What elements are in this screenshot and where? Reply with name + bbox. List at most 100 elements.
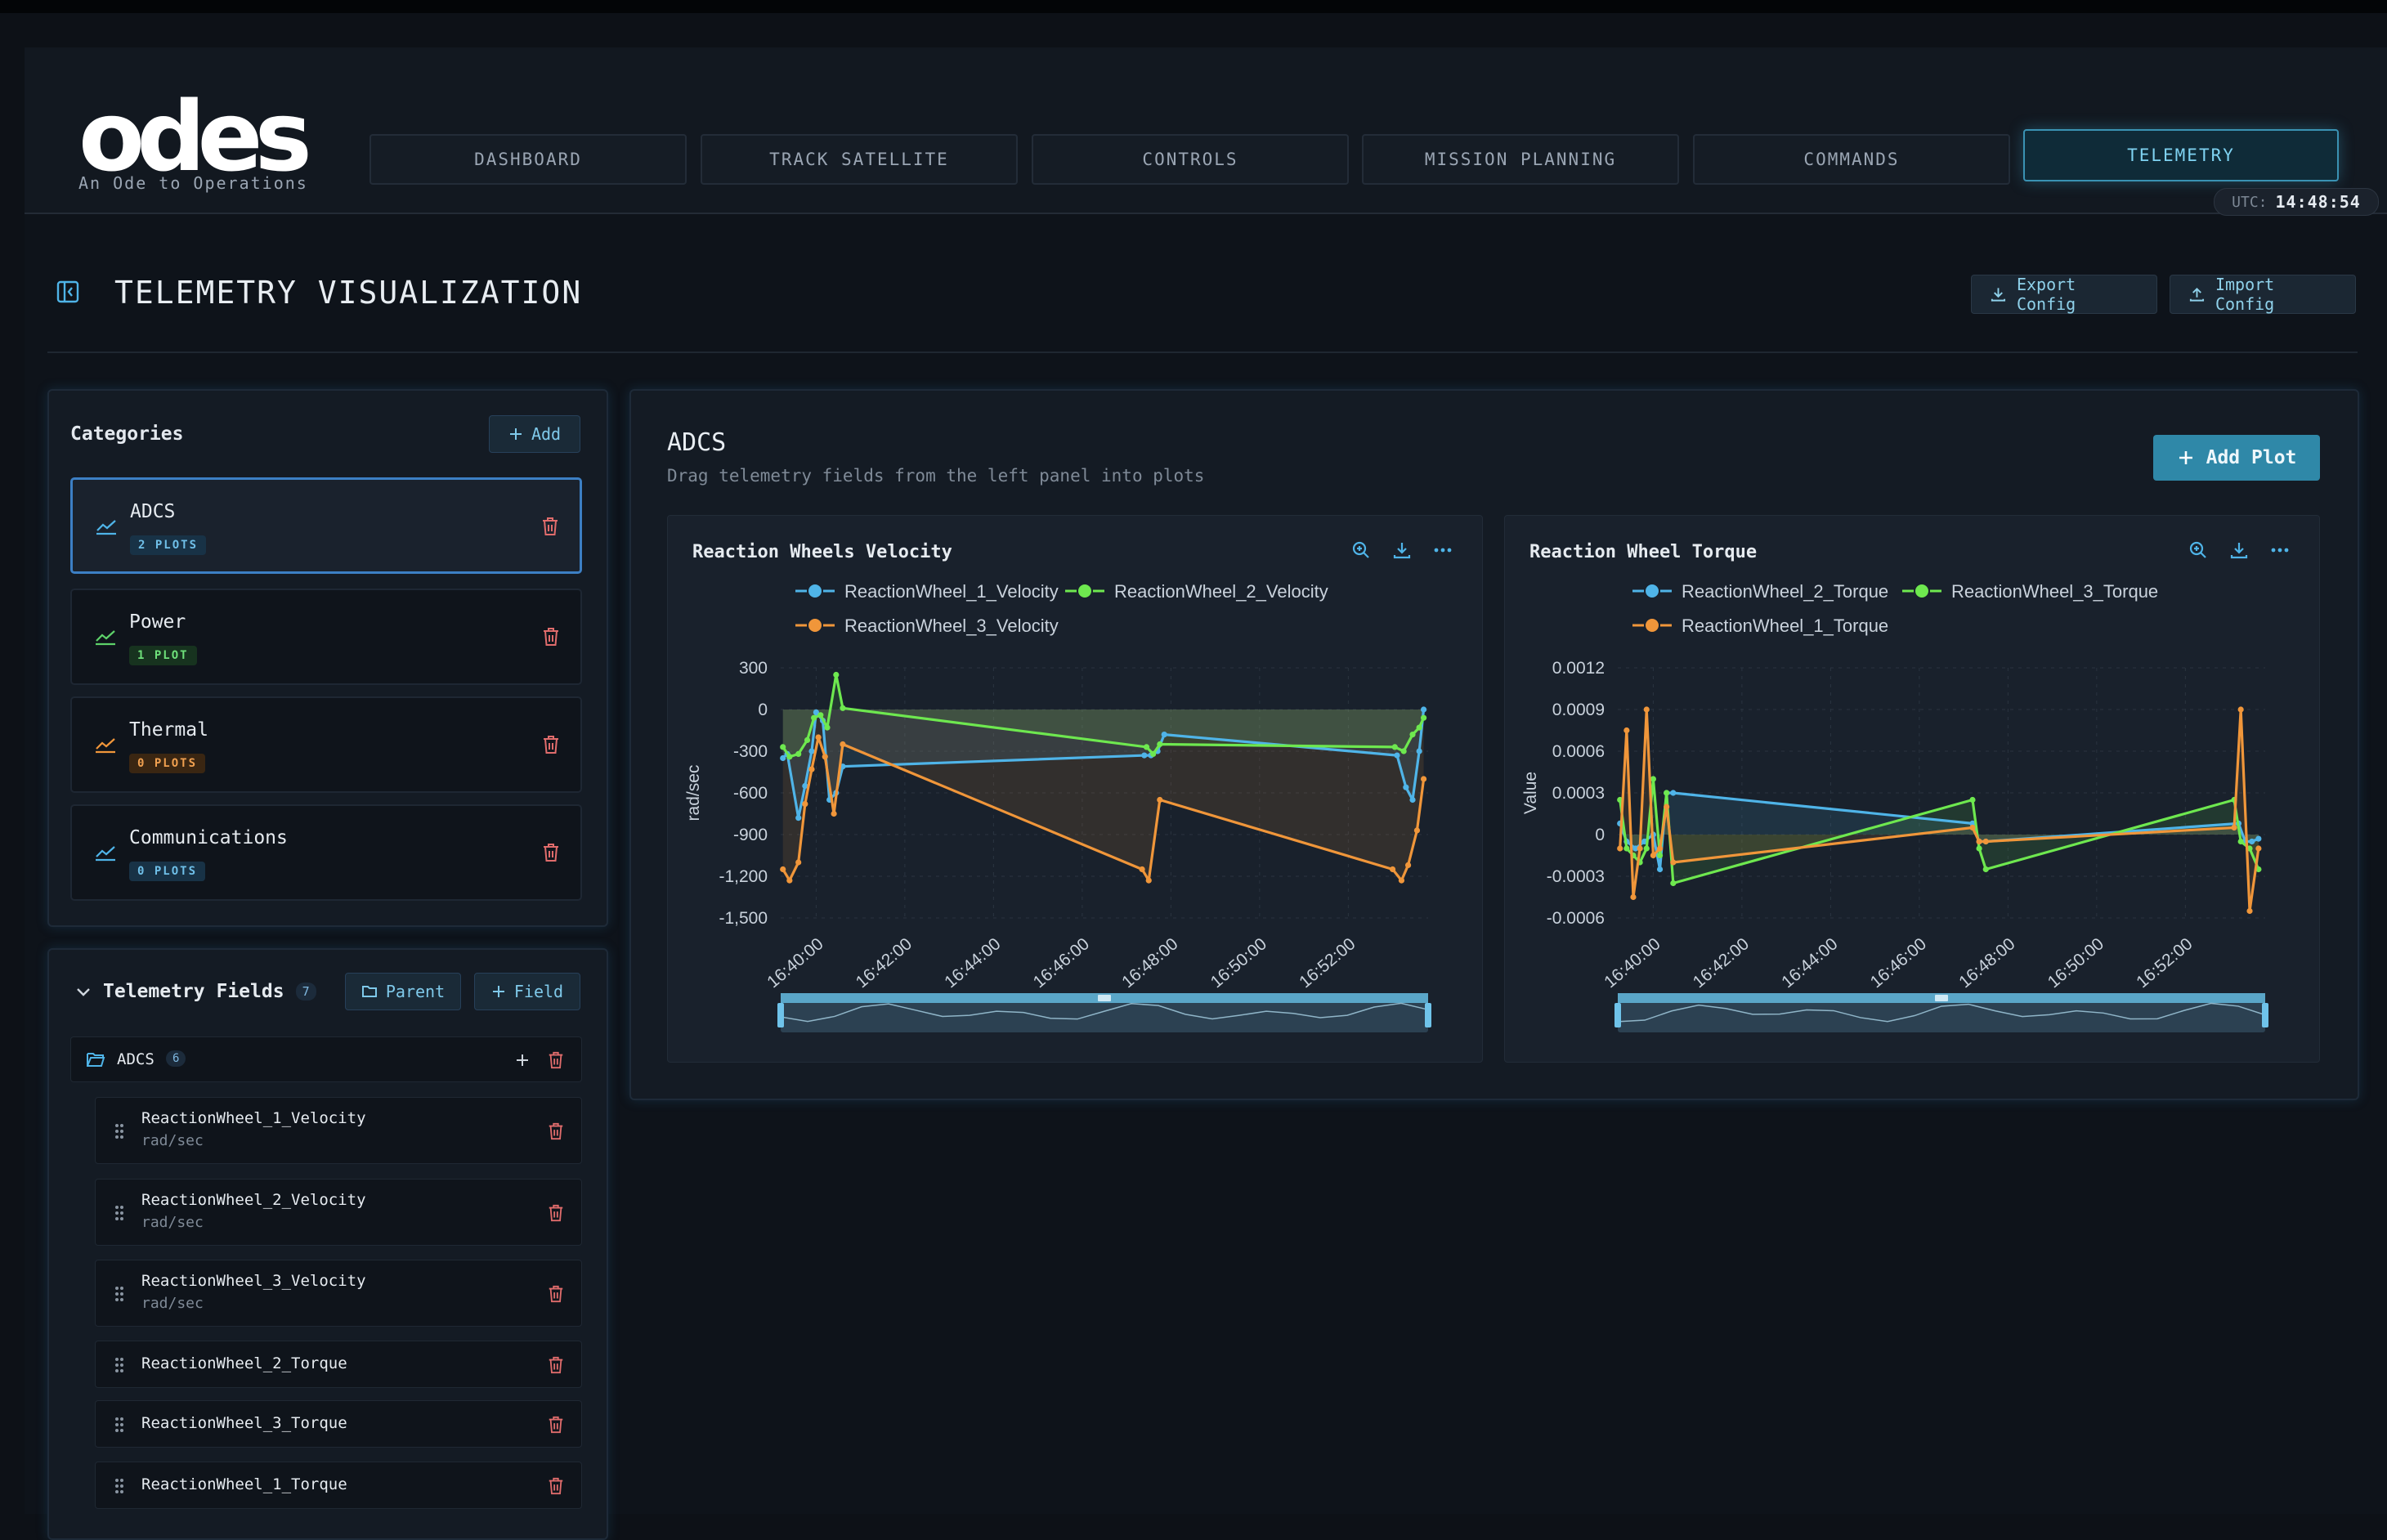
category-plot-count: 1 PLOT	[129, 646, 197, 665]
add-field-button[interactable]: Field	[474, 973, 580, 1010]
chevron-down-icon[interactable]	[75, 983, 92, 1000]
nav-tab-dashboard[interactable]: DASHBOARD	[369, 134, 687, 185]
plus-icon[interactable]	[514, 1052, 531, 1068]
nav-tab-controls[interactable]: CONTROLS	[1032, 134, 1349, 185]
data-point	[802, 782, 808, 790]
data-point	[1394, 752, 1400, 759]
field-name: ReactionWheel_1_Torque	[141, 1475, 347, 1493]
zoom-handle-left[interactable]	[777, 1003, 784, 1027]
zoom-handle-left[interactable]	[1614, 1003, 1621, 1027]
zoom-handle-right[interactable]	[2262, 1003, 2268, 1027]
category-power[interactable]: Power 1 PLOT	[70, 589, 582, 685]
telemetry-field-item[interactable]: ReactionWheel_2_Torque	[95, 1341, 582, 1388]
nav-tab-mission-planning[interactable]: MISSION PLANNING	[1362, 134, 1679, 185]
add-category-button[interactable]: Add	[489, 415, 580, 453]
trash-icon[interactable]	[547, 1283, 565, 1305]
legend-label: ReactionWheel_1_Torque	[1682, 616, 1888, 636]
data-point	[1398, 877, 1405, 884]
data-point	[1400, 748, 1407, 754]
zoom-icon[interactable]	[2188, 540, 2208, 560]
collapse-sidebar-icon[interactable]	[56, 280, 80, 304]
drag-handle-icon[interactable]	[114, 1285, 125, 1303]
series-line	[1619, 708, 2260, 913]
drag-handle-icon[interactable]	[114, 1477, 125, 1495]
drag-handle-icon[interactable]	[114, 1204, 125, 1222]
data-point	[1982, 838, 1989, 845]
data-point	[1650, 852, 1656, 859]
trash-icon[interactable]	[547, 1050, 565, 1071]
data-point	[1390, 866, 1396, 873]
plot-card-velocity: Reaction Wheels Velocity ReactionWheel_1…	[667, 515, 1483, 1063]
field-name: ReactionWheel_3_Torque	[141, 1414, 347, 1432]
export-config-label: Export Config	[2016, 275, 2076, 314]
category-adcs[interactable]: ADCS 2 PLOTS	[70, 477, 582, 574]
more-options-icon[interactable]	[1433, 540, 1453, 560]
data-point	[1656, 845, 1664, 852]
data-point	[840, 741, 846, 748]
data-point	[1656, 866, 1664, 873]
y-tick-label: -300	[733, 742, 768, 761]
add-plot-button[interactable]: Add Plot	[2153, 435, 2320, 481]
trash-icon[interactable]	[541, 626, 561, 647]
add-parent-button[interactable]: Parent	[345, 973, 461, 1010]
trash-icon[interactable]	[541, 734, 561, 755]
telemetry-field-item[interactable]: ReactionWheel_1_Torque	[95, 1462, 582, 1509]
zoom-drag-grip[interactable]	[1098, 995, 1111, 1001]
drag-handle-icon[interactable]	[114, 1122, 125, 1140]
category-heading: ADCS	[667, 428, 727, 457]
download-icon[interactable]	[1392, 540, 1412, 560]
zoom-icon[interactable]	[1351, 540, 1371, 560]
folder-adcs[interactable]: ADCS 6	[70, 1036, 582, 1082]
add-category-label: Add	[531, 424, 562, 444]
zoom-handle-right[interactable]	[1425, 1003, 1431, 1027]
data-point	[1150, 750, 1157, 757]
telemetry-field-item[interactable]: ReactionWheel_3_Velocity rad/sec	[95, 1260, 582, 1327]
data-point	[1982, 866, 1989, 873]
data-point	[2237, 838, 2244, 845]
x-tick-label: 16:52:00	[1296, 934, 1359, 992]
category-thermal[interactable]: Thermal 0 PLOTS	[70, 696, 582, 793]
trash-icon[interactable]	[547, 1475, 565, 1497]
zoom-drag-grip[interactable]	[1935, 995, 1948, 1001]
utc-clock: UTC: 14:48:54	[2214, 188, 2379, 216]
folder-name: ADCS	[117, 1050, 155, 1068]
more-options-icon[interactable]	[2270, 540, 2290, 560]
export-config-button[interactable]: Export Config	[1971, 275, 2157, 314]
data-point	[2249, 838, 2255, 845]
data-point	[1413, 827, 1421, 834]
data-point	[786, 877, 793, 884]
y-tick-label: 0.0003	[1552, 784, 1605, 803]
trash-icon[interactable]	[541, 842, 561, 863]
nav-tab-commands[interactable]: COMMANDS	[1693, 134, 2010, 185]
legend-marker	[807, 583, 823, 599]
nav-tab-telemetry[interactable]: TELEMETRY	[2023, 129, 2339, 181]
categories-title: Categories	[70, 423, 184, 445]
download-icon[interactable]	[2229, 540, 2249, 560]
data-point	[780, 754, 786, 762]
category-communications[interactable]: Communications 0 PLOTS	[70, 804, 582, 901]
plot-toolbar	[2188, 540, 2290, 560]
data-point	[1420, 776, 1427, 782]
trash-icon[interactable]	[547, 1202, 565, 1224]
trash-icon[interactable]	[547, 1414, 565, 1435]
telemetry-field-item[interactable]: ReactionWheel_3_Torque	[95, 1400, 582, 1448]
trash-icon[interactable]	[547, 1354, 565, 1376]
telemetry-field-item[interactable]: ReactionWheel_1_Velocity rad/sec	[95, 1097, 582, 1164]
legend-marker	[1644, 583, 1660, 599]
trash-icon[interactable]	[547, 1121, 565, 1142]
y-axis-label: Value	[1521, 772, 1540, 814]
plot-title: Reaction Wheel Torque	[1529, 542, 1758, 562]
telemetry-field-item[interactable]: ReactionWheel_2_Velocity rad/sec	[95, 1179, 582, 1246]
nav-tab-track-satellite[interactable]: TRACK SATELLITE	[701, 134, 1018, 185]
data-point	[1403, 784, 1409, 790]
category-name: Thermal	[129, 719, 208, 741]
telemetry-fields-header[interactable]: Telemetry Fields 7	[75, 981, 316, 1002]
download-icon	[1991, 288, 2006, 302]
import-config-button[interactable]: Import Config	[2170, 275, 2356, 314]
data-point	[1643, 706, 1650, 713]
drag-handle-icon[interactable]	[114, 1416, 125, 1434]
plot-title: Reaction Wheels Velocity	[692, 542, 952, 562]
trash-icon[interactable]	[540, 516, 560, 537]
drag-handle-icon[interactable]	[114, 1356, 125, 1374]
data-point	[1157, 741, 1163, 748]
